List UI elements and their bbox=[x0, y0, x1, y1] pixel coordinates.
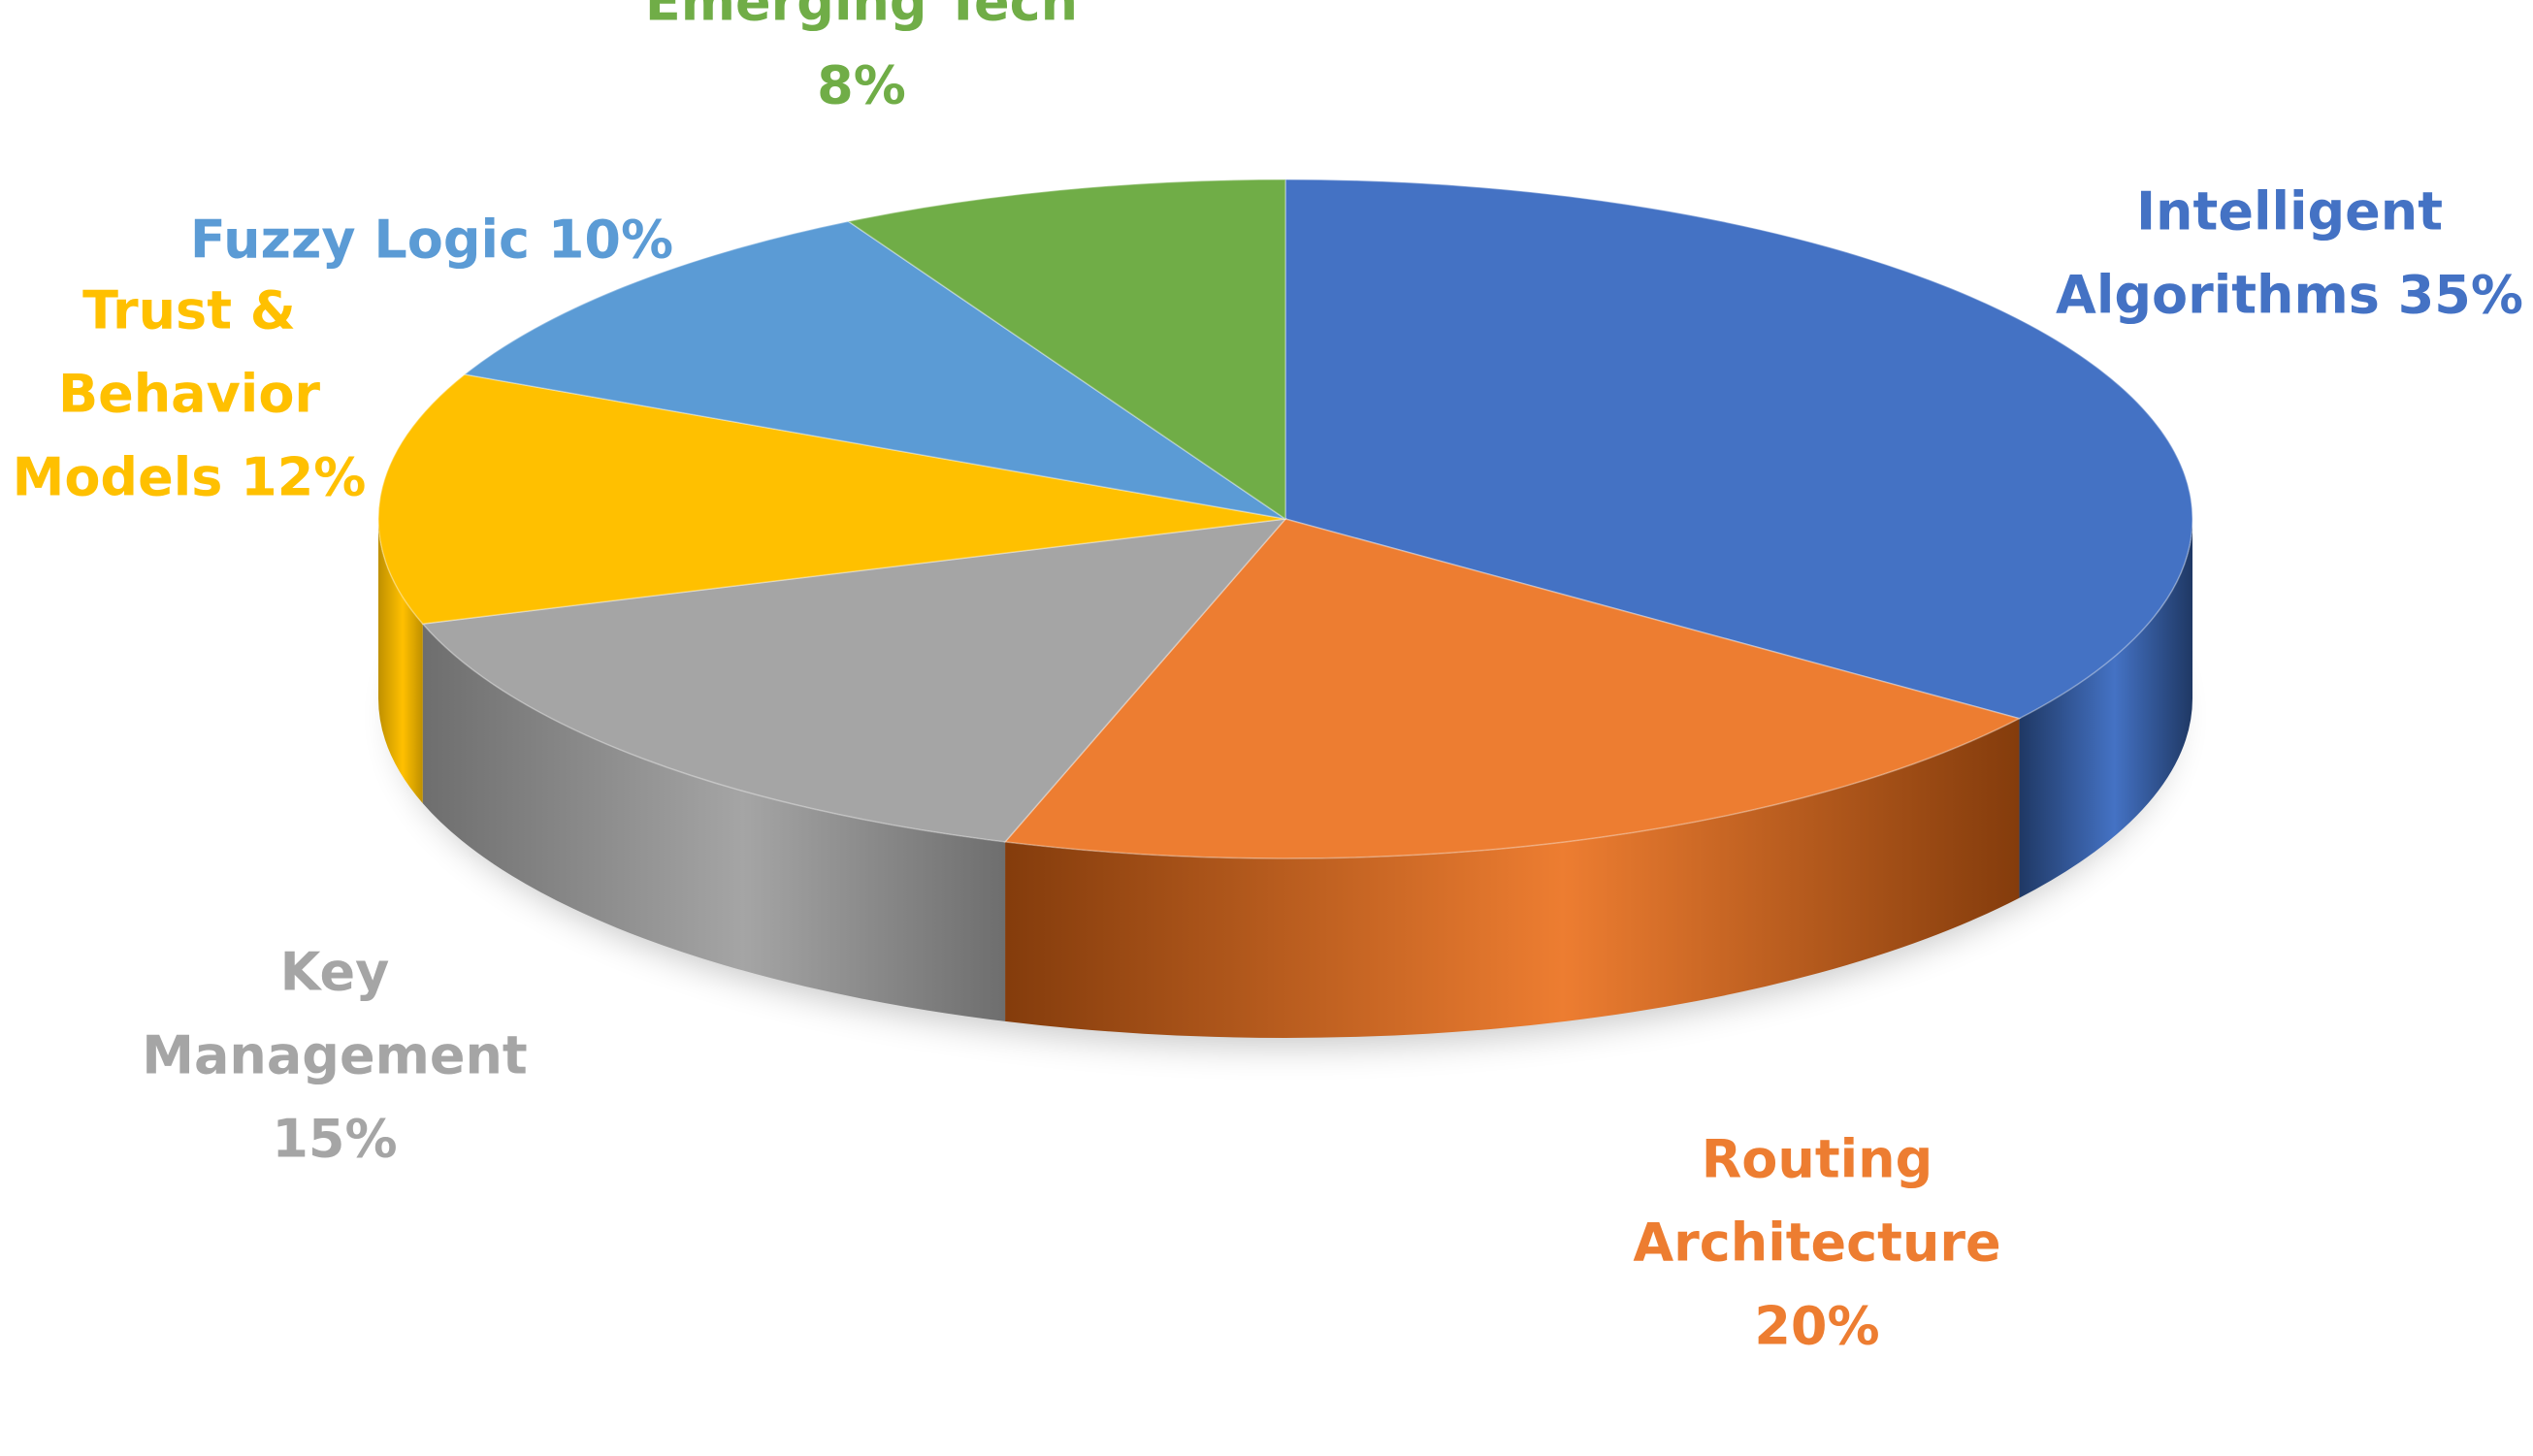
data-label-line: Emerging Tech bbox=[645, 0, 1078, 33]
data-label-fuzzy-logic: Fuzzy Logic 10% bbox=[190, 210, 673, 271]
data-label-intelligent-algorithms: Intelligent Algorithms 35% bbox=[2056, 181, 2523, 326]
pie-side-key-management bbox=[422, 624, 1006, 1021]
pie-slice-key-management bbox=[421, 518, 1287, 843]
pie-slice-fuzzy-logic bbox=[463, 220, 1286, 520]
data-label-line: Intelligent bbox=[2136, 181, 2443, 243]
pie-slice-intelligent-algorithms bbox=[1284, 178, 2193, 720]
data-label-line: Trust & bbox=[82, 280, 296, 341]
data-label-line: 8% bbox=[817, 55, 906, 116]
data-label-trust-behavior-models: Trust & Behavior Models 12% bbox=[13, 280, 367, 508]
pie-slice-trust-behavior-models bbox=[377, 373, 1286, 625]
data-label-line: Fuzzy Logic 10% bbox=[190, 210, 673, 271]
pie-slice-routing-architecture bbox=[1003, 518, 2022, 859]
data-label-line: Models 12% bbox=[13, 447, 367, 508]
pie-side-trust-behavior-models bbox=[378, 519, 423, 804]
data-label-emerging-tech: Emerging Tech 8% bbox=[645, 0, 1078, 116]
data-labels: Intelligent Algorithms 35% Routing Architec… bbox=[13, 0, 2523, 1357]
data-label-line: Management bbox=[142, 1025, 528, 1086]
data-label-key-management: Key Management 15% bbox=[142, 942, 528, 1170]
data-label-line: Routing bbox=[1702, 1129, 1933, 1190]
pie-slice-emerging-tech bbox=[846, 178, 1286, 521]
data-label-line: 20% bbox=[1754, 1296, 1879, 1357]
data-label-line: Key bbox=[280, 942, 390, 1003]
pie-top-faces bbox=[377, 178, 2193, 859]
data-label-routing-architecture: Routing Architecture 20% bbox=[1633, 1129, 2000, 1357]
data-label-line: Architecture bbox=[1633, 1213, 2000, 1274]
pie-side-routing-architecture bbox=[1005, 718, 2020, 1038]
data-label-line: Behavior bbox=[58, 364, 320, 425]
pie-side-walls bbox=[378, 519, 2192, 1038]
pie-side-intelligent-algorithms bbox=[2019, 519, 2192, 898]
data-label-line: 15% bbox=[272, 1109, 397, 1170]
data-label-line: Algorithms 35% bbox=[2056, 265, 2523, 326]
